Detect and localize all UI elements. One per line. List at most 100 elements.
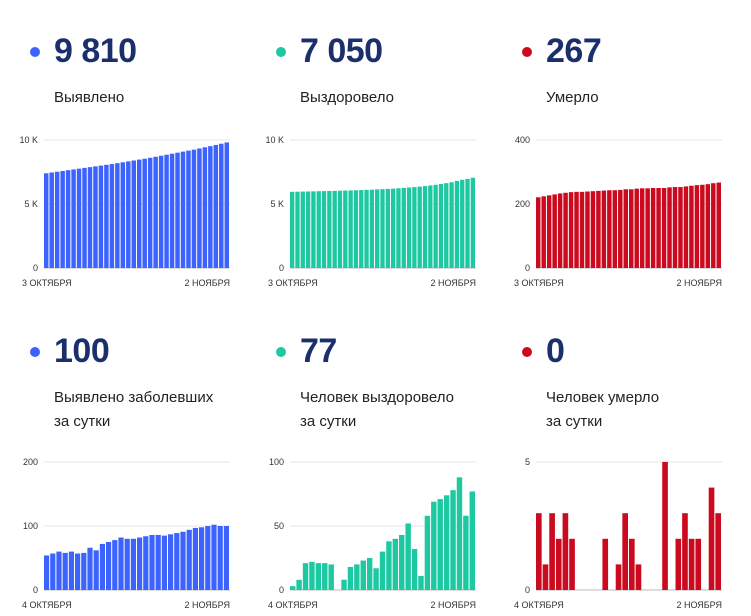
y-tick-label: 0 bbox=[279, 585, 284, 595]
bar bbox=[300, 191, 305, 268]
bar bbox=[645, 188, 650, 268]
bar bbox=[118, 537, 124, 590]
bar bbox=[618, 189, 623, 268]
bar bbox=[186, 529, 192, 590]
bar bbox=[454, 180, 460, 268]
y-tick-label: 0 bbox=[33, 585, 38, 595]
stat-label: Человек умерло bbox=[546, 389, 660, 406]
bar-chart: 0 5 K 10 K 3 ОКТЯБРЯ 2 НОЯБРЯ bbox=[19, 135, 230, 288]
bar bbox=[386, 541, 392, 590]
bar bbox=[579, 191, 585, 268]
legend-dot bbox=[30, 347, 40, 357]
bar bbox=[68, 551, 74, 590]
bar bbox=[309, 561, 315, 590]
bar bbox=[75, 553, 81, 590]
bar bbox=[562, 513, 569, 590]
bar bbox=[158, 155, 164, 268]
bar bbox=[622, 513, 628, 590]
bar bbox=[424, 515, 431, 590]
bar bbox=[607, 190, 612, 268]
y-tick-label: 100 bbox=[269, 457, 284, 467]
bar bbox=[205, 526, 211, 590]
bar bbox=[695, 538, 702, 590]
bar bbox=[443, 495, 450, 590]
bar bbox=[406, 187, 412, 268]
stat-label: за сутки bbox=[546, 413, 603, 430]
x-axis-label-start: 4 ОКТЯБРЯ bbox=[22, 600, 72, 610]
bar bbox=[149, 534, 155, 590]
stat-panel: 7 050 Выздоровело 0 5 K 10 K 3 ОКТЯБРЯ 2 НОЯБР… bbox=[265, 30, 498, 316]
x-axis-label-end: 2 НОЯБРЯ bbox=[184, 278, 230, 288]
bar bbox=[438, 184, 444, 268]
stat-value: 100 bbox=[54, 332, 110, 370]
bar bbox=[590, 191, 596, 268]
bar bbox=[456, 477, 463, 590]
bar bbox=[557, 193, 563, 268]
bar bbox=[56, 551, 62, 590]
bar bbox=[396, 188, 401, 268]
bar bbox=[104, 164, 109, 268]
bar bbox=[99, 543, 105, 590]
bar bbox=[360, 560, 366, 590]
bar bbox=[375, 189, 380, 268]
bar-chart: 0 100 200 4 ОКТЯБРЯ 2 НОЯБРЯ bbox=[22, 457, 230, 610]
bar bbox=[109, 164, 115, 268]
bar bbox=[412, 187, 417, 268]
bar bbox=[65, 170, 71, 268]
bar bbox=[392, 538, 399, 590]
stat-value: 7 050 bbox=[300, 32, 383, 70]
legend-dot bbox=[522, 47, 532, 57]
bar bbox=[465, 178, 470, 268]
bar bbox=[635, 564, 642, 590]
bar bbox=[688, 538, 695, 590]
bar bbox=[390, 188, 396, 268]
x-axis-label-end: 2 НОЯБРЯ bbox=[430, 600, 476, 610]
legend-dot bbox=[276, 47, 286, 57]
y-tick-label: 0 bbox=[279, 263, 284, 273]
bar bbox=[433, 184, 438, 268]
bar bbox=[541, 196, 546, 268]
bar bbox=[552, 194, 557, 268]
bar bbox=[373, 568, 379, 590]
bar bbox=[650, 188, 656, 268]
stat-panel: 9 810 Выявлено 0 5 K 10 K 3 ОКТЯБРЯ 2 НОЯБРЯ bbox=[19, 30, 252, 316]
x-axis-label-end: 2 НОЯБРЯ bbox=[184, 600, 230, 610]
bar bbox=[161, 535, 167, 590]
x-axis-label-end: 2 НОЯБРЯ bbox=[676, 600, 722, 610]
stat-panel: 100 Выявлено заболевших за сутки 0 100 200 4 О… bbox=[22, 330, 252, 616]
bar bbox=[418, 575, 424, 590]
bar bbox=[359, 190, 364, 268]
y-tick-label: 200 bbox=[515, 199, 530, 209]
y-tick-label: 0 bbox=[33, 263, 38, 273]
bar bbox=[164, 154, 169, 268]
bar bbox=[343, 190, 348, 268]
bar bbox=[311, 191, 316, 268]
bar bbox=[615, 564, 622, 590]
bar bbox=[50, 553, 56, 590]
bar bbox=[716, 182, 721, 268]
bar bbox=[431, 501, 437, 590]
bar bbox=[316, 191, 321, 268]
bar bbox=[405, 523, 411, 590]
bar bbox=[186, 150, 191, 268]
x-axis-label-start: 3 ОКТЯБРЯ bbox=[268, 278, 318, 288]
bar bbox=[460, 179, 465, 268]
y-tick-label: 5 K bbox=[270, 199, 284, 209]
bar bbox=[213, 144, 219, 268]
bar bbox=[348, 190, 353, 268]
bar bbox=[683, 186, 689, 268]
bar bbox=[417, 186, 422, 268]
bar bbox=[143, 536, 149, 590]
bar bbox=[672, 187, 678, 268]
bar bbox=[219, 143, 224, 268]
y-tick-label: 0 bbox=[525, 263, 530, 273]
bar bbox=[682, 513, 688, 590]
bar bbox=[549, 513, 555, 590]
bar bbox=[208, 146, 213, 268]
bar bbox=[411, 549, 418, 590]
y-tick-label: 10 K bbox=[265, 135, 284, 145]
y-tick-label: 100 bbox=[23, 521, 38, 531]
x-axis-label-end: 2 НОЯБРЯ bbox=[676, 278, 722, 288]
bar bbox=[700, 184, 705, 268]
bar bbox=[199, 527, 205, 590]
